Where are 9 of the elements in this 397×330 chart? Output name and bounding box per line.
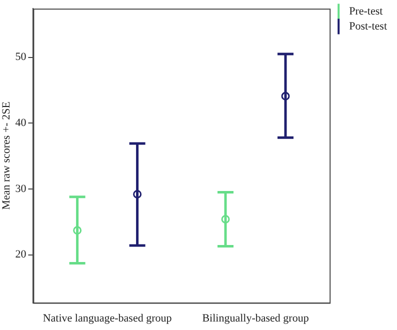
y-tick-label: 20 <box>15 248 27 261</box>
y-tick-label: 40 <box>15 117 27 130</box>
x-tick-label: Native language-based group <box>42 312 172 324</box>
y-axis-title: Mean raw scores +- 2SE <box>0 101 12 210</box>
x-tick-label: Bilingually-based group <box>202 312 310 324</box>
legend-label: Post-test <box>349 20 388 32</box>
legend-label: Pre-test <box>349 5 383 18</box>
y-tick-label: 30 <box>15 182 27 195</box>
y-tick-label: 50 <box>15 51 27 64</box>
